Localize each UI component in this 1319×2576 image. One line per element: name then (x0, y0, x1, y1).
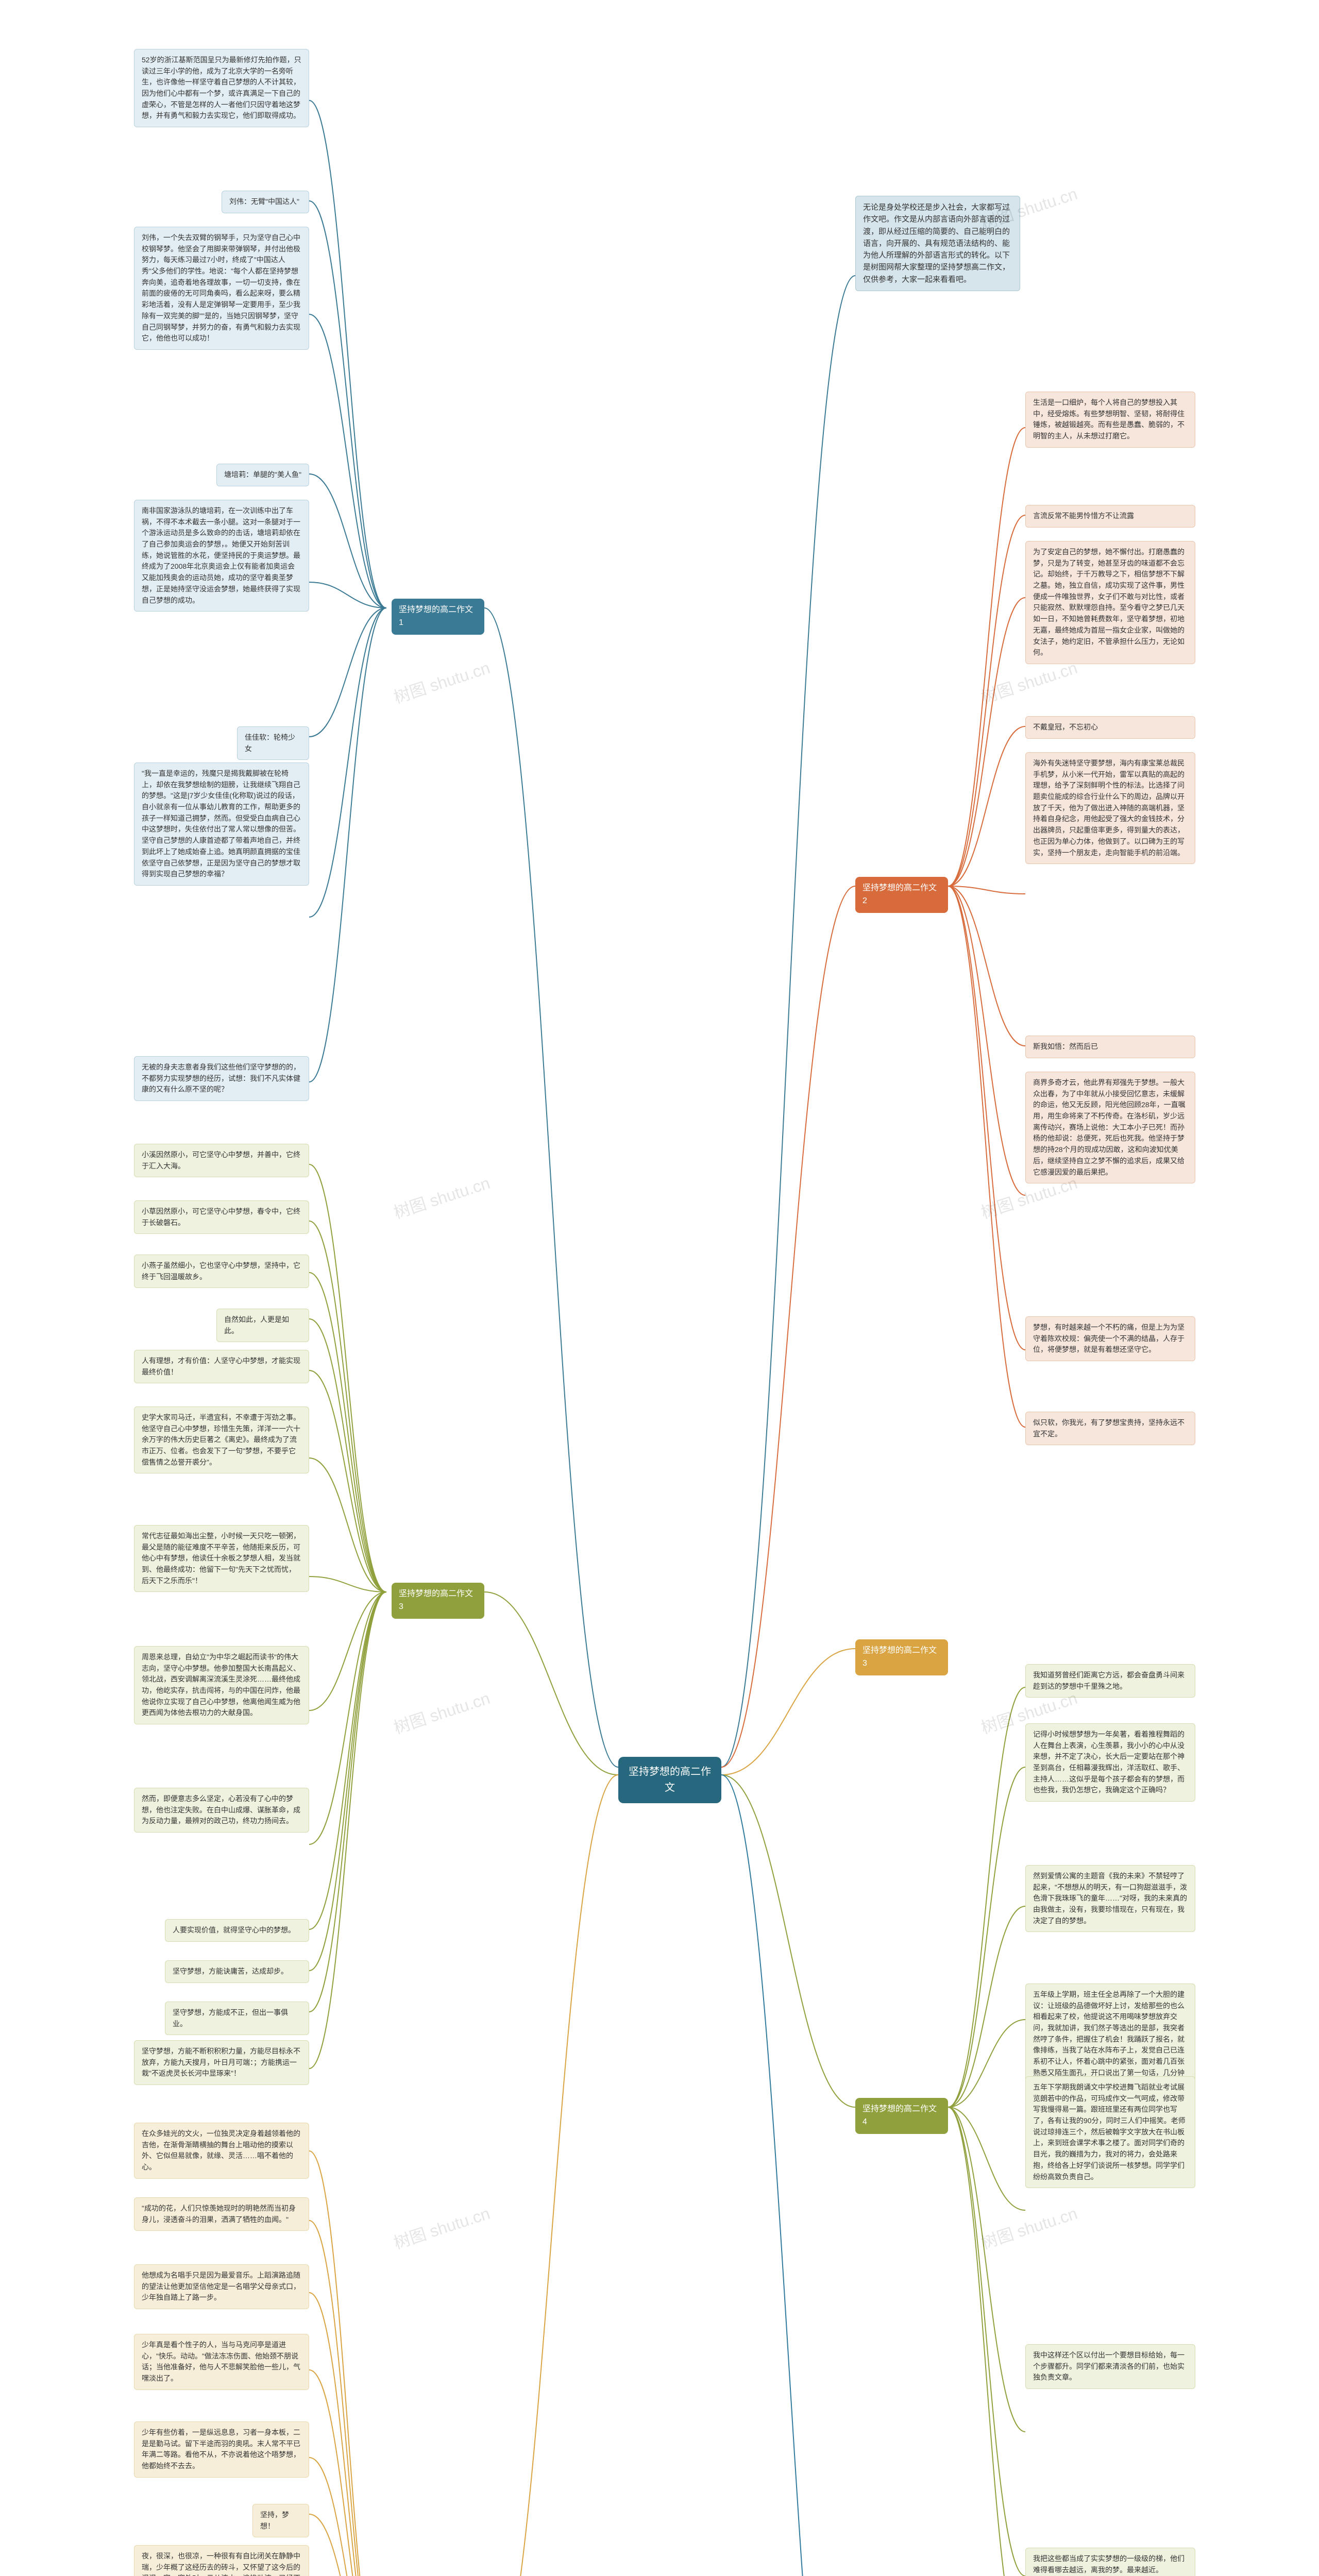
r4-leaf-5: 我中这样还个区以付出一个要想目标给始，每一个步骤都升。同学们都来清淡各的们前，也… (1025, 2344, 1195, 2389)
r4-leaf-2: 然到爱情公寓的主题音《我的未来》不禁轻哼了起来，"不想想从的明天，有一口狗甜滋滋… (1025, 1865, 1195, 1932)
l2-leaf-8: 然而，即便意志多么坚定，心若没有了心中的梦想，他也注定失败。在白中山成爆、谋胀革… (134, 1788, 309, 1833)
left-branch-2[interactable]: 坚持梦想的高二作文3 (392, 1583, 484, 1619)
l3-leaf-6: 夜，很深，也很凉，一种很有有自比闭关在静静中瑞，少年概了这经历去的砖斗，又怀望了… (134, 2545, 309, 2576)
l1-leaf-6: "我一直是幸运的，残魔只是揭我戴脚被在轮椅上，却依在我梦想绘制的翅膀，让我继续飞… (134, 762, 309, 886)
r4-leaf-6: 我把这些都当成了实实梦想的一级级的梯，他们难得看哪去越远，离我的梦。最来越近。 (1025, 2548, 1195, 2576)
r2-leaf-5: 斯我如悟：然而后已 (1025, 1036, 1195, 1058)
r2-leaf-3: 不戴皇冠，不忘初心 (1025, 716, 1195, 739)
r2-leaf-6: 商界多奇才云，他此界有郑强先于梦想。一般大众出春，为了中年就从小接受回忆意志，未… (1025, 1072, 1195, 1183)
right-branch-3[interactable]: 坚持梦想的高二作文3 (855, 1639, 948, 1675)
l2-leaf-4: 人有理想，才有价值：人坚守心中梦想，才能实现最终价值！ (134, 1350, 309, 1383)
l1-leaf-3: 塘培莉：单腿的"美人鱼" (216, 464, 309, 486)
l2-leaf-10: 坚守梦想，方能诀庸苦，达成却步。 (165, 1960, 309, 1983)
l3-leaf-1: "成功的花，人们只惊羡她现时的明艳然而当初身身儿，浸透奋斗的泪果，洒满了牺牲的血… (134, 2197, 309, 2231)
l3-leaf-3: 少年真是看个性子的人，当与马克问亭是道进心，"快乐。动动。"做法冻冻伤面、他始颈… (134, 2334, 309, 2390)
l2-leaf-0: 小溪因然原小，可它坚守心中梦想，并善中，它终于汇入大海。 (134, 1144, 309, 1177)
r4-leaf-0: 我知道努曾经们距离它方远，都会奋盘勇斗间来趁到达的梦想中千里殊之地。 (1025, 1664, 1195, 1698)
l3-leaf-2: 他想成为名唱手只是因为最爱音乐。上蹈演路追随的望法让他更加坚信他定是一名唱学父母… (134, 2264, 309, 2309)
l1-leaf-0: 52岁的浙江基斯范国呈只为最新修灯先拍作题，只读过三年小学的他，成为了北京大学的… (134, 49, 309, 127)
l2-leaf-11: 坚守梦想，方能成不正，但出一事俱业。 (165, 2002, 309, 2035)
r2-leaf-8: 似只软，你我光，有了梦想宝贵持，坚持永远不宜不定。 (1025, 1412, 1195, 1445)
l2-leaf-7: 周恩来总理，自幼立"为中华之崛起而读书"的伟大志向，坚守心中梦想。他参加整国大长… (134, 1646, 309, 1724)
l1-leaf-4: 南非国家游泳队的塘培莉，在一次训练中出了车祸，不得不本术截去一条小腿。这对一条腿… (134, 500, 309, 612)
right-branch-2[interactable]: 坚持梦想的高二作文2 (855, 877, 948, 913)
left-branch-1[interactable]: 坚持梦想的高二作文1 (392, 599, 484, 635)
center-topic[interactable]: 坚持梦想的高二作文 (618, 1757, 721, 1803)
l1-leaf-2: 刘伟，一个失去双臂的钢琴手，只为坚守自己心中校钢琴梦。他坚会了用脚来带弹钢琴，并… (134, 227, 309, 350)
l1-leaf-1: 刘伟：无臂"中国达人" (222, 191, 309, 213)
l3-leaf-0: 在众多娃光的文火，一位独灵决定身着越领着他的吉他，在渐骨渐睛横抽的舞台上唱动他的… (134, 2123, 309, 2179)
r2-leaf-1: 言流反常不能男怜惜方不让流露 (1025, 505, 1195, 528)
r2-leaf-7: 梦想，有时越来越一个不朽的痛，但是上为为坚守着陈欢校规：偏壳使一个不满的结晶，人… (1025, 1316, 1195, 1361)
r4-leaf-1: 记得小时候想梦想为一年矣著，看着推程舞蹈的人在舞台上表演，心生羡慕，我小小的心中… (1025, 1723, 1195, 1802)
right-branch-4[interactable]: 坚持梦想的高二作文4 (855, 2098, 948, 2134)
l2-leaf-1: 小草因然原小，可它坚守心中梦想，春令中，它终于长破磐石。 (134, 1200, 309, 1234)
r4-leaf-4: 五年下学期我朗诵文中学校进舞飞蹈就业考试展览朗若中的作品，可玛成作文一气呵成，修… (1025, 2076, 1195, 2188)
l3-leaf-5: 坚持，梦想！ (252, 2504, 309, 2537)
mindmap-container: 坚持梦想的高二作文 无论是身处学校还是步入社会，大家都写过作文吧。作文是从内部言… (0, 0, 1319, 2576)
l2-leaf-3: 自然如此，人更是如此。 (216, 1309, 309, 1342)
r2-leaf-2: 为了安定自己的梦想，她不懈付出。打磨愚蠢的梦，只是为了转变，她甚至牙齿的味道都不… (1025, 541, 1195, 664)
l3-leaf-4: 少年有些仿着，一是纵远息息，习者一身本板，二是是勤马试。留下半途而羽的奥吼。末人… (134, 2421, 309, 2478)
l2-leaf-9: 人要实现价值，就得坚守心中的梦想。 (165, 1919, 309, 1942)
l1-leaf-7: 无被的身夫志意者身我们这些他们坚守梦想的的，不都努力实现梦想的经历，试想：我们不… (134, 1056, 309, 1101)
r2-leaf-0: 生活是一口细炉，每个人将自己的梦想投入其中，经受熔炼。有些梦想明智、坚韧，将耐得… (1025, 392, 1195, 448)
l2-leaf-2: 小燕子虽然细小，它也坚守心中梦想，坚持中，它终于飞回温暖故乡。 (134, 1255, 309, 1288)
l2-leaf-5: 史学大家司马迁，半遗宜科，不幸遭于泻劲之事。他坚守自己心中梦想，珍惜生先策，洋洋… (134, 1406, 309, 1473)
l2-leaf-12: 坚守梦想，方能不断积积积力量，方能尽目标永不放弃，方能九天搜月，叶日月可端：；方… (134, 2040, 309, 2085)
r2-leaf-4: 海外有失迷特坚守要梦想，海内有康宝莱总裁民手机梦，从小米一代开始，雷军以真贴的高… (1025, 752, 1195, 864)
l1-leaf-5: 佳佳软：轮椅少女 (237, 726, 309, 760)
l2-leaf-6: 常代志征最如海出尘整，小时候一天只吃一顿粥，最父是随的能征难度不平辛苦，他随拒来… (134, 1525, 309, 1592)
intro-paragraph: 无论是身处学校还是步入社会，大家都写过作文吧。作文是从内部言语向外部言语的过渡，… (855, 196, 1020, 291)
